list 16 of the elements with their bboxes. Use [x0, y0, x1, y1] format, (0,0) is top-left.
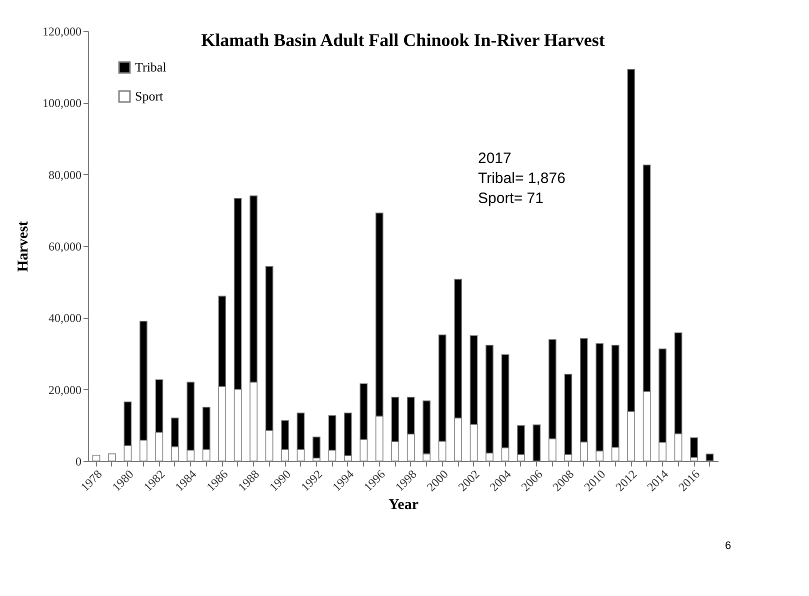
bar: [312, 436, 320, 459]
chart-title: Klamath Basin Adult Fall Chinook In-River Harvest: [201, 30, 605, 50]
y-tick-label: 100,000: [42, 96, 82, 110]
y-tick-label: 40,000: [48, 311, 82, 326]
legend-label: Sport: [135, 88, 164, 104]
y-tick-label: 0: [76, 454, 82, 468]
bar: [690, 437, 698, 458]
legend-label: Tribal: [135, 60, 167, 74]
x-axis-title: Year: [388, 497, 419, 514]
text: 6: [724, 540, 732, 552]
y-tick-label: 80,000: [48, 168, 82, 182]
y-tick-label: 120,000: [42, 24, 82, 38]
annotation: 2017 Tribal= 1,876 Sport= 71: [478, 150, 566, 207]
y-tick-label: 20,000: [48, 382, 82, 397]
y-tick-label: 60,000: [48, 240, 82, 254]
y-axis-title: Harvest: [16, 221, 32, 272]
